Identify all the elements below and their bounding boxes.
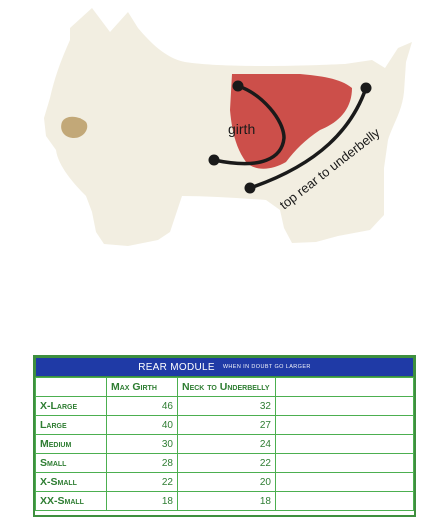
girth-end-dot [208, 154, 220, 166]
table-header-row: Max Girth Neck to Underbelly [35, 377, 414, 397]
table-row: XX-Small 18 18 [35, 491, 414, 511]
table-row: X-Small 22 20 [35, 472, 414, 492]
rear-start-dot [360, 82, 372, 94]
table-row: Large 40 27 [35, 415, 414, 435]
table-row: Medium 30 24 [35, 434, 414, 454]
neck-to-underbelly-cell: 27 [177, 415, 276, 435]
table-row: X-Large 46 32 [35, 396, 414, 416]
empty-cell [275, 472, 414, 492]
dog-illustration: girth top rear to underbelly [44, 8, 412, 246]
dog-silhouette [44, 8, 412, 246]
empty-cell [275, 434, 414, 454]
size-chart-note: when in doubt go larger [222, 364, 311, 370]
column-header-neck-to-underbelly: Neck to Underbelly [177, 377, 276, 397]
max-girth-cell: 40 [106, 415, 178, 435]
max-girth-cell: 22 [106, 472, 178, 492]
table-row: Small 28 22 [35, 453, 414, 473]
neck-to-underbelly-cell: 20 [177, 472, 276, 492]
column-header-max-girth: Max Girth [106, 377, 178, 397]
nose-icon [61, 116, 88, 138]
rear-to-underbelly-measure-line [248, 86, 368, 190]
rear-end-dot [244, 182, 256, 194]
size-name-cell: X-Large [35, 396, 107, 416]
size-table: Max Girth Neck to Underbelly X-Large 46 … [35, 377, 414, 511]
size-chart: REAR MODULE when in doubt go larger Max … [33, 355, 416, 517]
size-chart-header: REAR MODULE when in doubt go larger [35, 357, 414, 377]
empty-cell [275, 415, 414, 435]
empty-cell [275, 396, 414, 416]
max-girth-cell: 28 [106, 453, 178, 473]
neck-to-underbelly-cell: 18 [177, 491, 276, 511]
size-chart-title: REAR MODULE [138, 361, 215, 373]
empty-cell [275, 453, 414, 473]
neck-to-underbelly-cell: 32 [177, 396, 276, 416]
max-girth-cell: 46 [106, 396, 178, 416]
girth-measure-line [212, 84, 286, 166]
neck-to-underbelly-cell: 24 [177, 434, 276, 454]
girth-label: girth [228, 121, 255, 137]
max-girth-cell: 18 [106, 491, 178, 511]
column-header-blank [275, 377, 414, 397]
girth-start-dot [232, 80, 244, 92]
neck-to-underbelly-cell: 22 [177, 453, 276, 473]
column-header-size [35, 377, 107, 397]
size-name-cell: XX-Small [35, 491, 107, 511]
size-name-cell: Small [35, 453, 107, 473]
size-name-cell: Large [35, 415, 107, 435]
max-girth-cell: 30 [106, 434, 178, 454]
size-name-cell: Medium [35, 434, 107, 454]
empty-cell [275, 491, 414, 511]
size-name-cell: X-Small [35, 472, 107, 492]
